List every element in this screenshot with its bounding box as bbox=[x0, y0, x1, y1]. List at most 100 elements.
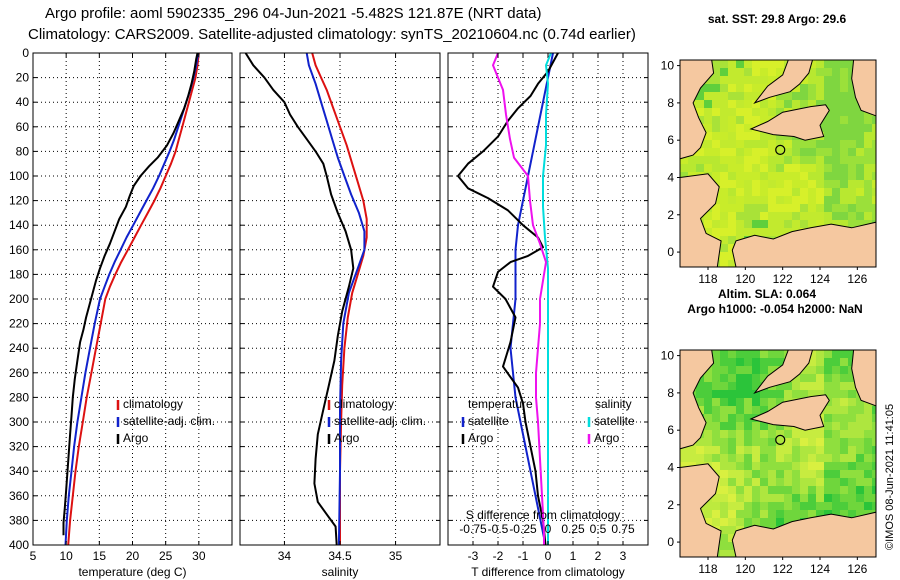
map-cell bbox=[728, 164, 736, 172]
map-cell bbox=[784, 172, 792, 180]
legend-label: satellite bbox=[468, 414, 509, 428]
map-cell bbox=[808, 470, 816, 478]
map-cell bbox=[832, 164, 840, 172]
map-cell bbox=[712, 494, 720, 502]
map-cell bbox=[864, 422, 872, 430]
map-cell bbox=[768, 172, 776, 180]
map-cell bbox=[768, 188, 776, 196]
map-cell bbox=[752, 116, 760, 124]
map-cell bbox=[784, 390, 792, 398]
y-tick-label: 4 bbox=[667, 170, 674, 184]
series-line-climatology bbox=[67, 52, 200, 546]
map-cell bbox=[856, 406, 864, 414]
map-cell bbox=[760, 438, 768, 446]
series-line-s-satellite bbox=[542, 52, 552, 545]
map-cell bbox=[720, 108, 728, 116]
map-cell bbox=[720, 542, 728, 550]
map-cell bbox=[824, 116, 832, 124]
map-cell bbox=[752, 382, 760, 390]
map-cell bbox=[872, 438, 876, 446]
y-tick-label: 0 bbox=[667, 535, 674, 549]
map-cell bbox=[776, 140, 784, 148]
map-cell bbox=[776, 518, 784, 526]
map-cell bbox=[784, 164, 792, 172]
map-cell bbox=[840, 390, 848, 398]
map-cell bbox=[832, 172, 840, 180]
map-cell bbox=[832, 406, 840, 414]
series-line-climatology bbox=[311, 52, 368, 545]
map-cell bbox=[688, 164, 696, 172]
map-cell bbox=[840, 430, 848, 438]
map-cell bbox=[832, 454, 840, 462]
map-cell bbox=[808, 164, 816, 172]
map-cell bbox=[720, 188, 728, 196]
map-cell bbox=[696, 446, 704, 454]
map-cell bbox=[824, 478, 832, 486]
map-cell bbox=[728, 366, 736, 374]
map-cell bbox=[728, 156, 736, 164]
map-cell bbox=[800, 212, 808, 220]
sst-map-panel: 118 120 122 124 126 0 2 4 6 8 10 sat. SST: 29.8 Arg… bbox=[661, 12, 877, 286]
map-cell bbox=[816, 92, 824, 100]
map-cell bbox=[720, 406, 728, 414]
map-cell bbox=[728, 100, 736, 108]
map-cell bbox=[800, 100, 808, 108]
map-cell bbox=[744, 406, 752, 414]
land-mass bbox=[680, 173, 722, 267]
map-cell bbox=[744, 156, 752, 164]
map-cell bbox=[736, 164, 744, 172]
y-tick-label: 4 bbox=[667, 460, 674, 474]
map-cell bbox=[832, 180, 840, 188]
map-cell bbox=[856, 220, 864, 228]
map-cell bbox=[816, 188, 824, 196]
x2-tick-label: -0.5 bbox=[488, 522, 509, 536]
map-cell bbox=[808, 60, 816, 68]
x-tick-label: 122 bbox=[773, 562, 793, 576]
map-cell bbox=[816, 204, 824, 212]
y-tick-label: 10 bbox=[661, 349, 675, 363]
map-cell bbox=[776, 382, 784, 390]
map-cell bbox=[744, 76, 752, 84]
map-cell bbox=[704, 374, 712, 382]
map-cell bbox=[712, 204, 720, 212]
map-cell bbox=[720, 510, 728, 518]
map-cell bbox=[744, 366, 752, 374]
map-cell bbox=[784, 454, 792, 462]
map-cell bbox=[744, 228, 752, 236]
map-cell bbox=[744, 414, 752, 422]
map-cell bbox=[848, 60, 856, 68]
map-cell bbox=[736, 430, 744, 438]
map-cell bbox=[752, 76, 760, 84]
map-cell bbox=[776, 164, 784, 172]
map-cell bbox=[720, 252, 728, 260]
map-cell bbox=[720, 350, 728, 358]
legend-title-salinity: salinity bbox=[595, 397, 632, 411]
map-cell bbox=[848, 454, 856, 462]
x-tick-label: 124 bbox=[810, 562, 830, 576]
map-cell bbox=[776, 478, 784, 486]
map-cell bbox=[776, 228, 784, 236]
map-cell bbox=[760, 212, 768, 220]
map-cell bbox=[720, 358, 728, 366]
map-cell bbox=[712, 100, 720, 108]
map-cell bbox=[792, 148, 800, 156]
map-cell bbox=[872, 406, 876, 414]
map-cell bbox=[824, 438, 832, 446]
map-cell bbox=[808, 454, 816, 462]
series-line-s-argo bbox=[492, 52, 547, 545]
map-cell bbox=[800, 196, 808, 204]
y-tick-label: 0 bbox=[667, 245, 674, 259]
map-cell bbox=[816, 180, 824, 188]
map-cell bbox=[768, 438, 776, 446]
map-cell bbox=[872, 132, 876, 140]
map-cell bbox=[776, 390, 784, 398]
map-cell bbox=[752, 156, 760, 164]
map-cell bbox=[816, 60, 824, 68]
x-axis-label: T difference from climatology bbox=[471, 565, 625, 579]
map-cell bbox=[856, 454, 864, 462]
sla-map-subtitle: Argo h1000: -0.054 h2000: NaN bbox=[687, 302, 862, 316]
x-tick-label: 118 bbox=[698, 272, 717, 286]
legend-label: satellite-adj. clim. bbox=[123, 414, 215, 428]
map-cell bbox=[816, 430, 824, 438]
map-cell bbox=[840, 454, 848, 462]
